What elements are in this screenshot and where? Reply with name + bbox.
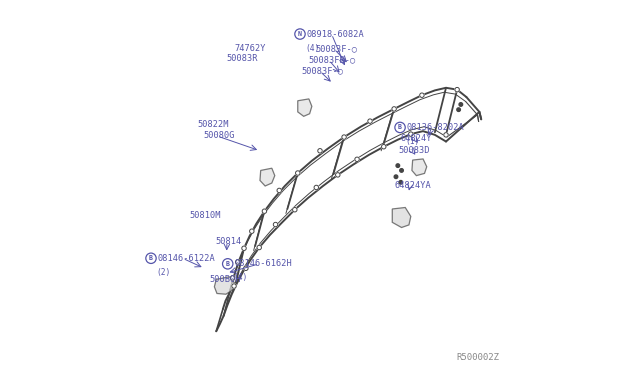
Polygon shape — [298, 99, 312, 116]
Circle shape — [244, 266, 248, 270]
Text: 64824YA: 64824YA — [394, 181, 431, 190]
Text: 50083R: 50083R — [227, 54, 258, 62]
Circle shape — [257, 245, 262, 250]
Text: 50814: 50814 — [216, 237, 242, 246]
Circle shape — [236, 260, 240, 264]
Circle shape — [392, 107, 396, 111]
Circle shape — [295, 29, 305, 39]
Circle shape — [250, 229, 254, 234]
Circle shape — [408, 132, 413, 137]
Circle shape — [262, 209, 267, 214]
Text: 50083F-○: 50083F-○ — [301, 67, 344, 76]
Text: 08136-8202A: 08136-8202A — [406, 123, 464, 132]
Text: 08918-6082A: 08918-6082A — [307, 29, 364, 39]
Text: B: B — [149, 255, 153, 261]
Circle shape — [318, 148, 322, 153]
Circle shape — [242, 246, 246, 250]
Text: 50810M: 50810M — [189, 211, 221, 220]
Text: 50083FB-○: 50083FB-○ — [308, 55, 355, 64]
Circle shape — [292, 208, 297, 212]
Text: B: B — [398, 125, 402, 131]
Circle shape — [335, 173, 340, 177]
Text: 50822M: 50822M — [198, 121, 229, 129]
Circle shape — [273, 222, 278, 227]
Text: 08146-6122A: 08146-6122A — [157, 254, 215, 263]
Circle shape — [459, 103, 463, 106]
Text: 08146-6162H: 08146-6162H — [234, 259, 292, 268]
Text: B: B — [226, 261, 230, 267]
Circle shape — [444, 133, 448, 137]
Circle shape — [230, 276, 235, 280]
Circle shape — [223, 259, 233, 269]
Text: (4): (4) — [305, 44, 319, 52]
Text: (4): (4) — [233, 273, 247, 282]
Circle shape — [342, 135, 346, 139]
Circle shape — [396, 164, 399, 167]
Circle shape — [420, 93, 424, 97]
Text: (2): (2) — [156, 268, 170, 277]
Text: R500002Z: R500002Z — [457, 353, 500, 362]
Text: 74762Y: 74762Y — [235, 44, 266, 53]
Polygon shape — [214, 277, 235, 294]
Text: 500B0H: 500B0H — [209, 275, 241, 284]
Circle shape — [146, 253, 156, 263]
Text: 50080G: 50080G — [204, 131, 235, 141]
Circle shape — [381, 144, 386, 149]
Circle shape — [400, 169, 403, 172]
Text: 50083F-○: 50083F-○ — [316, 44, 358, 53]
Circle shape — [314, 185, 319, 190]
Text: N: N — [298, 31, 302, 37]
Text: 50083D: 50083D — [399, 146, 430, 155]
Polygon shape — [412, 159, 427, 176]
Circle shape — [399, 180, 403, 184]
Text: (1): (1) — [405, 137, 419, 146]
Circle shape — [277, 188, 282, 193]
Circle shape — [355, 157, 359, 161]
Text: 64824Y: 64824Y — [401, 134, 432, 143]
Circle shape — [457, 108, 460, 112]
Circle shape — [232, 284, 236, 288]
Polygon shape — [260, 168, 275, 186]
Circle shape — [296, 171, 300, 175]
Circle shape — [455, 87, 460, 92]
Circle shape — [394, 175, 397, 179]
Circle shape — [395, 122, 405, 133]
Polygon shape — [392, 208, 411, 228]
Circle shape — [368, 119, 372, 124]
